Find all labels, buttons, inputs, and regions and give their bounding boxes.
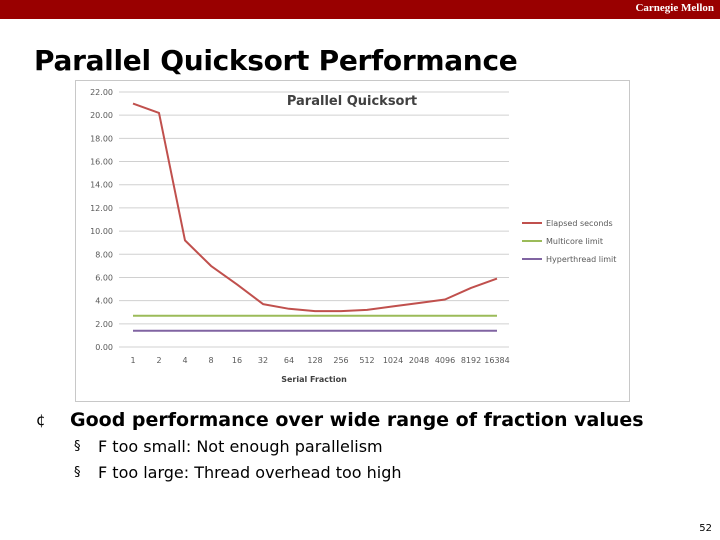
x-tick-label: 256: [333, 356, 348, 365]
x-tick-label: 1: [130, 356, 135, 365]
bullet-sub: § F too large: Thread overhead too high: [36, 460, 696, 486]
x-tick-label: 128: [307, 356, 322, 365]
x-tick-label: 32: [258, 356, 268, 365]
chart-frame: 0.00 2.00 4.00 6.00 8.00 10.00 12.00 14.00 16.00…: [75, 80, 630, 402]
bullet-sub: § F too small: Not enough parallelism: [36, 434, 696, 460]
series-line: [132, 102, 498, 313]
bullet-sub-text: F too large: Thread overhead too high: [98, 463, 402, 482]
y-tick-label: 14.00: [90, 181, 113, 190]
y-tick-label: 22.00: [90, 88, 113, 97]
bullet-sub-text: F too small: Not enough parallelism: [98, 437, 383, 456]
y-tick-label: 16.00: [90, 158, 113, 167]
x-tick-label: 1024: [383, 356, 403, 365]
x-tick-label: 8192: [461, 356, 481, 365]
x-tick-label: 16: [232, 356, 242, 365]
x-tick-label: 8: [208, 356, 213, 365]
x-tick-label: 64: [284, 356, 294, 365]
x-axis-label: Serial Fraction: [281, 375, 347, 384]
legend-label: Hyperthread limit: [546, 255, 616, 264]
y-tick-label: 18.00: [90, 134, 113, 143]
y-tick-label: 10.00: [90, 227, 113, 236]
x-tick-label: 4096: [435, 356, 455, 365]
chart-title: Parallel Quicksort: [287, 94, 417, 109]
y-tick-label: 8.00: [95, 250, 113, 259]
x-tick-label: 16384: [484, 356, 509, 365]
quicksort-chart: 0.00 2.00 4.00 6.00 8.00 10.00 12.00 14.00 16.00…: [90, 88, 616, 384]
x-tick-label: 2048: [409, 356, 429, 365]
y-tick-label: 12.00: [90, 204, 113, 213]
y-tick-label: 2.00: [95, 320, 113, 329]
bullet-main: ¢ Good performance over wide range of fr…: [36, 406, 696, 434]
slide-title: Parallel Quicksort Performance: [34, 44, 518, 77]
y-tick-label: 20.00: [90, 111, 113, 120]
page-number: 52: [699, 523, 712, 534]
y-tick-label: 4.00: [95, 297, 113, 306]
sub-bullet-marker: §: [74, 439, 81, 454]
y-tick-label: 6.00: [95, 273, 113, 282]
sub-bullet-marker: §: [74, 465, 81, 480]
bullet-list: ¢ Good performance over wide range of fr…: [36, 406, 696, 486]
y-tick-label: 0.00: [95, 343, 113, 352]
bullet-main-text: Good performance over wide range of frac…: [70, 409, 644, 431]
bullet-marker: ¢: [36, 411, 46, 429]
x-tick-label: 2: [156, 356, 161, 365]
x-tick-label: 4: [182, 356, 187, 365]
x-tick-label: 512: [359, 356, 374, 365]
legend-label: Multicore limit: [546, 237, 603, 246]
brand-label: Carnegie Mellon: [635, 2, 714, 14]
legend-label: Elapsed seconds: [546, 219, 613, 228]
header-bar: Carnegie Mellon: [0, 0, 720, 19]
